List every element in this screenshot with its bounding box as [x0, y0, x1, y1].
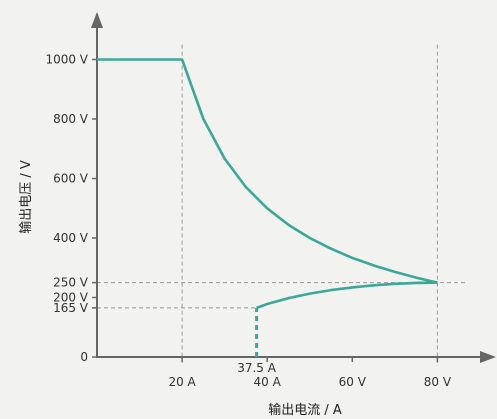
y-tick-label-250: 250 V [53, 276, 89, 290]
x-axis-arrow [480, 351, 496, 363]
y-tick-label-165: 165 V [53, 301, 89, 315]
series-line-upper [97, 58, 438, 284]
x-tick-label-80: 80 V [424, 375, 452, 389]
y-tick-label-600: 600 V [53, 172, 89, 186]
y-tick-label-400: 400 V [53, 231, 89, 245]
x-tick-label-40: 40 A [254, 375, 282, 389]
y-axis-title: 输出电压 / V [18, 160, 34, 234]
series [97, 58, 438, 357]
x-axis-title: 输出电流 / A [268, 402, 342, 418]
x-annotation-label: 37.5 A [237, 361, 277, 375]
x-tick-label-60: 60 V [339, 375, 367, 389]
y-tick-label-0: 0 [80, 350, 88, 364]
y-tick-label-1000: 1000 V [45, 53, 88, 67]
y-tick-label-200: 200 V [53, 291, 89, 305]
series-line-lower [256, 281, 438, 310]
reference-lines [97, 44, 468, 363]
axes [91, 12, 496, 363]
x-tick-label-20: 20 A [168, 375, 196, 389]
y-tick-label-800: 800 V [53, 112, 89, 126]
y-axis-arrow [91, 12, 103, 28]
